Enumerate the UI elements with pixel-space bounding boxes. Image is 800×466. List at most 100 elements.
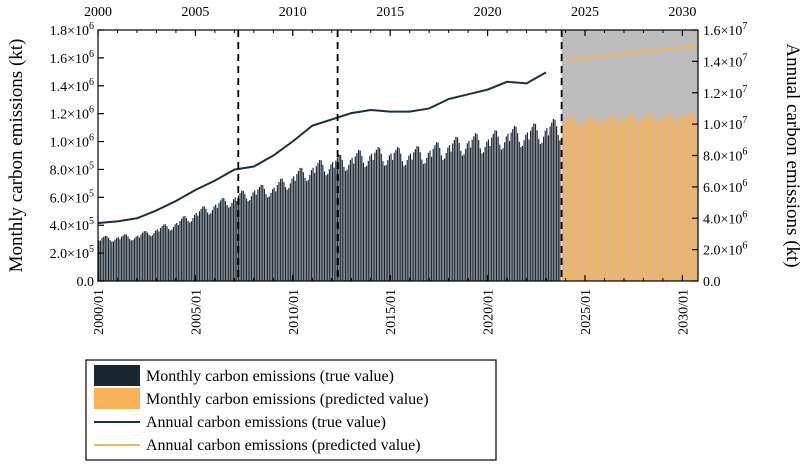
monthly-true-bar xyxy=(125,234,127,281)
monthly-true-bar xyxy=(211,209,214,281)
monthly-true-bar xyxy=(418,146,420,281)
monthly-true-bar xyxy=(520,147,522,281)
monthly-true-bar xyxy=(262,185,264,281)
monthly-true-bar xyxy=(247,201,249,281)
right-axis-tick-label: 4.0×106 xyxy=(703,209,747,227)
monthly-true-bar xyxy=(481,153,483,281)
monthly-true-bar xyxy=(107,237,110,281)
monthly-predicted-bar xyxy=(694,120,697,281)
monthly-predicted-bar xyxy=(623,117,625,281)
monthly-true-bar xyxy=(419,152,421,281)
monthly-true-bar xyxy=(280,178,282,281)
monthly-true-bar xyxy=(469,147,472,281)
left-axis-tick-label: 6.0×105 xyxy=(50,188,94,206)
monthly-true-bar xyxy=(344,170,347,281)
monthly-true-bar xyxy=(260,184,262,281)
monthly-true-bar xyxy=(210,213,212,281)
monthly-true-bar xyxy=(116,237,118,281)
monthly-true-bar xyxy=(104,235,106,281)
monthly-true-bar xyxy=(351,157,353,281)
monthly-predicted-bar xyxy=(646,115,648,281)
right-axis-tick-label-exponent: 6 xyxy=(742,178,747,189)
monthly-true-bar xyxy=(505,136,507,281)
monthly-predicted-bar xyxy=(602,118,604,281)
monthly-true-bar xyxy=(421,159,423,281)
monthly-true-bar xyxy=(213,206,215,281)
monthly-true-bar xyxy=(138,237,140,281)
bottom-axis-tick-label: 2015/01 xyxy=(384,289,399,335)
monthly-true-bar xyxy=(268,196,270,281)
monthly-predicted-bar xyxy=(594,118,596,281)
monthly-true-bar xyxy=(390,153,392,281)
monthly-true-bar xyxy=(296,174,298,281)
left-axis-tick-label-base: 1.4×10 xyxy=(50,80,89,95)
monthly-true-bar xyxy=(406,160,408,281)
monthly-predicted-bar xyxy=(649,112,651,281)
monthly-predicted-bar xyxy=(643,116,645,281)
annual-predicted-line xyxy=(565,44,699,61)
monthly-true-bar xyxy=(513,125,515,282)
monthly-predicted-bar xyxy=(628,114,630,281)
monthly-true-bar xyxy=(557,135,559,281)
monthly-predicted-bar xyxy=(571,115,573,282)
monthly-true-bar xyxy=(130,240,132,281)
monthly-true-bar xyxy=(465,148,467,281)
left-axis-tick-label-base: 1.2×10 xyxy=(50,108,89,123)
monthly-true-bar xyxy=(370,153,373,281)
monthly-true-bar xyxy=(478,140,480,281)
monthly-predicted-bar xyxy=(563,120,565,281)
monthly-true-bar xyxy=(356,153,358,281)
monthly-predicted-bar xyxy=(599,123,601,281)
monthly-true-bar xyxy=(476,134,478,281)
monthly-predicted-bar xyxy=(584,118,586,282)
monthly-true-bar xyxy=(284,186,287,281)
right-axis-tick-label-exponent: 7 xyxy=(742,52,747,63)
monthly-true-bar xyxy=(263,189,265,281)
legend-label: Monthly carbon emissions (true value) xyxy=(146,368,394,385)
monthly-true-bar xyxy=(448,145,451,281)
monthly-true-bar xyxy=(177,225,179,281)
monthly-true-bar xyxy=(455,136,457,281)
monthly-true-bar xyxy=(109,240,111,281)
prediction-region-shade xyxy=(561,30,698,281)
monthly-true-bar xyxy=(456,137,459,281)
monthly-true-bar xyxy=(510,132,512,281)
monthly-true-bar xyxy=(429,150,431,281)
monthly-predicted-bar xyxy=(634,120,637,281)
right-axis-tick-label: 1.4×107 xyxy=(703,52,747,70)
monthly-true-bar xyxy=(127,236,129,281)
monthly-predicted-bar xyxy=(631,113,633,282)
monthly-predicted-bar xyxy=(685,114,687,281)
monthly-true-bar xyxy=(543,136,545,281)
monthly-true-bar xyxy=(122,235,124,281)
monthly-true-bar xyxy=(294,180,296,281)
monthly-true-bar xyxy=(379,147,381,281)
monthly-true-bar xyxy=(504,142,506,281)
monthly-true-bar xyxy=(375,149,377,281)
monthly-true-bar xyxy=(302,172,304,281)
monthly-true-bar xyxy=(357,150,360,281)
monthly-true-bar xyxy=(216,207,218,281)
monthly-true-bar xyxy=(307,179,309,281)
monthly-true-bar xyxy=(348,164,350,281)
monthly-true-bar xyxy=(364,167,366,281)
monthly-true-bar xyxy=(145,230,147,281)
monthly-true-bar xyxy=(181,218,183,281)
monthly-true-bar xyxy=(396,147,399,281)
monthly-true-bar xyxy=(182,216,184,281)
monthly-true-bar xyxy=(241,190,243,281)
monthly-predicted-bar xyxy=(613,117,615,281)
right-axis-tick-label-exponent: 7 xyxy=(742,115,747,126)
monthly-true-bar xyxy=(142,232,144,281)
monthly-true-bar xyxy=(427,152,429,281)
monthly-predicted-bar xyxy=(654,119,656,281)
monthly-true-bar xyxy=(161,226,163,281)
top-axis-tick-label: 2005 xyxy=(181,5,209,20)
monthly-true-bar xyxy=(189,222,191,281)
monthly-true-bar xyxy=(458,143,460,281)
monthly-true-bar xyxy=(460,150,462,281)
right-axis-tick-label-exponent: 6 xyxy=(742,147,747,158)
monthly-true-bar xyxy=(267,197,269,281)
monthly-true-bar xyxy=(229,206,231,281)
monthly-true-bar xyxy=(176,222,178,281)
